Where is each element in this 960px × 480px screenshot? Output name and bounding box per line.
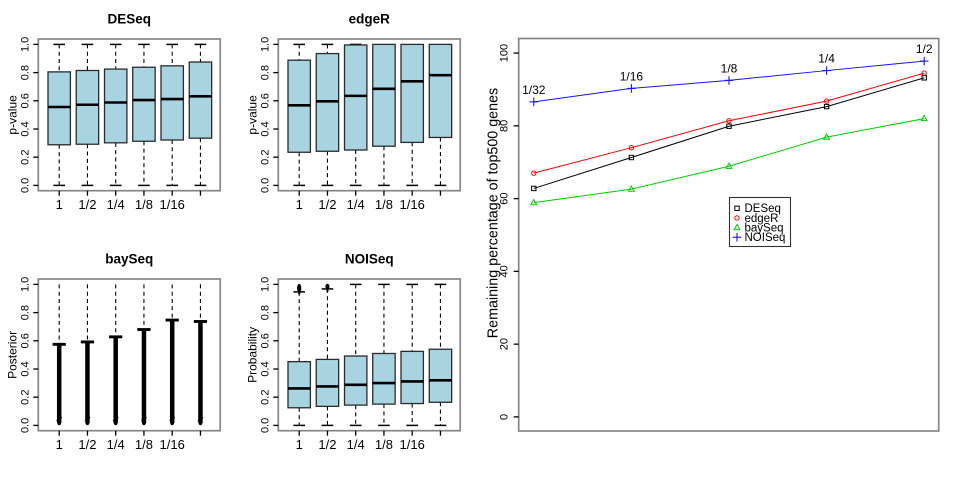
svg-text:0.0: 0.0: [260, 418, 272, 433]
svg-text:0.6: 0.6: [260, 333, 272, 348]
svg-text:1/2: 1/2: [318, 197, 336, 212]
svg-text:NOISeq: NOISeq: [745, 232, 786, 244]
svg-text:1/16: 1/16: [160, 197, 185, 212]
svg-text:DESeq: DESeq: [107, 12, 151, 27]
svg-text:40: 40: [499, 265, 511, 277]
svg-text:DESeq: DESeq: [745, 203, 781, 215]
svg-text:edgeR: edgeR: [745, 213, 779, 225]
svg-text:1/8: 1/8: [135, 197, 153, 212]
svg-text:edgeR: edgeR: [349, 12, 391, 27]
svg-text:1/8: 1/8: [135, 437, 153, 452]
svg-text:0.2: 0.2: [20, 150, 32, 165]
svg-text:0.8: 0.8: [260, 305, 272, 320]
svg-text:1: 1: [56, 197, 63, 212]
svg-text:0.2: 0.2: [260, 150, 272, 165]
svg-text:Remaining percentage of top500: Remaining percentage of top500 genes: [486, 88, 502, 338]
svg-text:1/16: 1/16: [400, 197, 425, 212]
svg-text:0.2: 0.2: [260, 390, 272, 405]
svg-text:1/2: 1/2: [916, 42, 933, 56]
svg-text:0.8: 0.8: [20, 305, 32, 320]
svg-text:1/4: 1/4: [107, 437, 125, 452]
svg-text:0.0: 0.0: [20, 418, 32, 433]
svg-text:0.2: 0.2: [20, 390, 32, 405]
svg-text:80: 80: [499, 120, 511, 132]
svg-text:1/2: 1/2: [78, 197, 96, 212]
svg-text:0.6: 0.6: [20, 93, 32, 108]
svg-text:1/32: 1/32: [522, 83, 546, 97]
svg-text:p-value: p-value: [6, 95, 20, 135]
svg-text:1.0: 1.0: [20, 277, 32, 292]
svg-text:100: 100: [499, 44, 511, 62]
svg-text:baySeq: baySeq: [105, 252, 153, 267]
svg-text:Probability: Probability: [246, 327, 260, 383]
svg-text:0.4: 0.4: [20, 121, 32, 136]
svg-text:1/4: 1/4: [347, 437, 365, 452]
svg-text:60: 60: [499, 192, 511, 204]
svg-text:0.6: 0.6: [260, 93, 272, 108]
svg-text:Posterior: Posterior: [6, 331, 20, 379]
svg-text:1/8: 1/8: [375, 437, 393, 452]
svg-text:0.8: 0.8: [260, 65, 272, 80]
svg-text:20: 20: [499, 338, 511, 350]
svg-text:0.0: 0.0: [260, 178, 272, 193]
svg-text:1/4: 1/4: [818, 52, 835, 66]
svg-text:1/2: 1/2: [78, 437, 96, 452]
svg-text:0.6: 0.6: [20, 333, 32, 348]
svg-text:1.0: 1.0: [260, 277, 272, 292]
svg-text:1: 1: [296, 197, 303, 212]
svg-text:baySeq: baySeq: [745, 222, 784, 234]
svg-text:1/2: 1/2: [318, 437, 336, 452]
svg-text:0.4: 0.4: [20, 361, 32, 376]
svg-text:0.4: 0.4: [260, 121, 272, 136]
svg-text:0.8: 0.8: [20, 65, 32, 80]
svg-text:1/16: 1/16: [160, 437, 185, 452]
svg-text:NOISeq: NOISeq: [345, 252, 394, 267]
svg-text:1/16: 1/16: [400, 437, 425, 452]
svg-text:1: 1: [56, 437, 63, 452]
svg-text:1/16: 1/16: [620, 69, 644, 83]
svg-text:0.4: 0.4: [260, 361, 272, 376]
svg-text:1/8: 1/8: [375, 197, 393, 212]
svg-text:1: 1: [296, 437, 303, 452]
svg-text:1/4: 1/4: [347, 197, 365, 212]
svg-text:0: 0: [499, 414, 511, 420]
svg-text:1.0: 1.0: [20, 37, 32, 52]
svg-text:1/8: 1/8: [721, 61, 738, 75]
svg-text:p-value: p-value: [246, 95, 260, 135]
svg-text:0.0: 0.0: [20, 178, 32, 193]
svg-text:1.0: 1.0: [260, 37, 272, 52]
svg-text:1/4: 1/4: [107, 197, 125, 212]
